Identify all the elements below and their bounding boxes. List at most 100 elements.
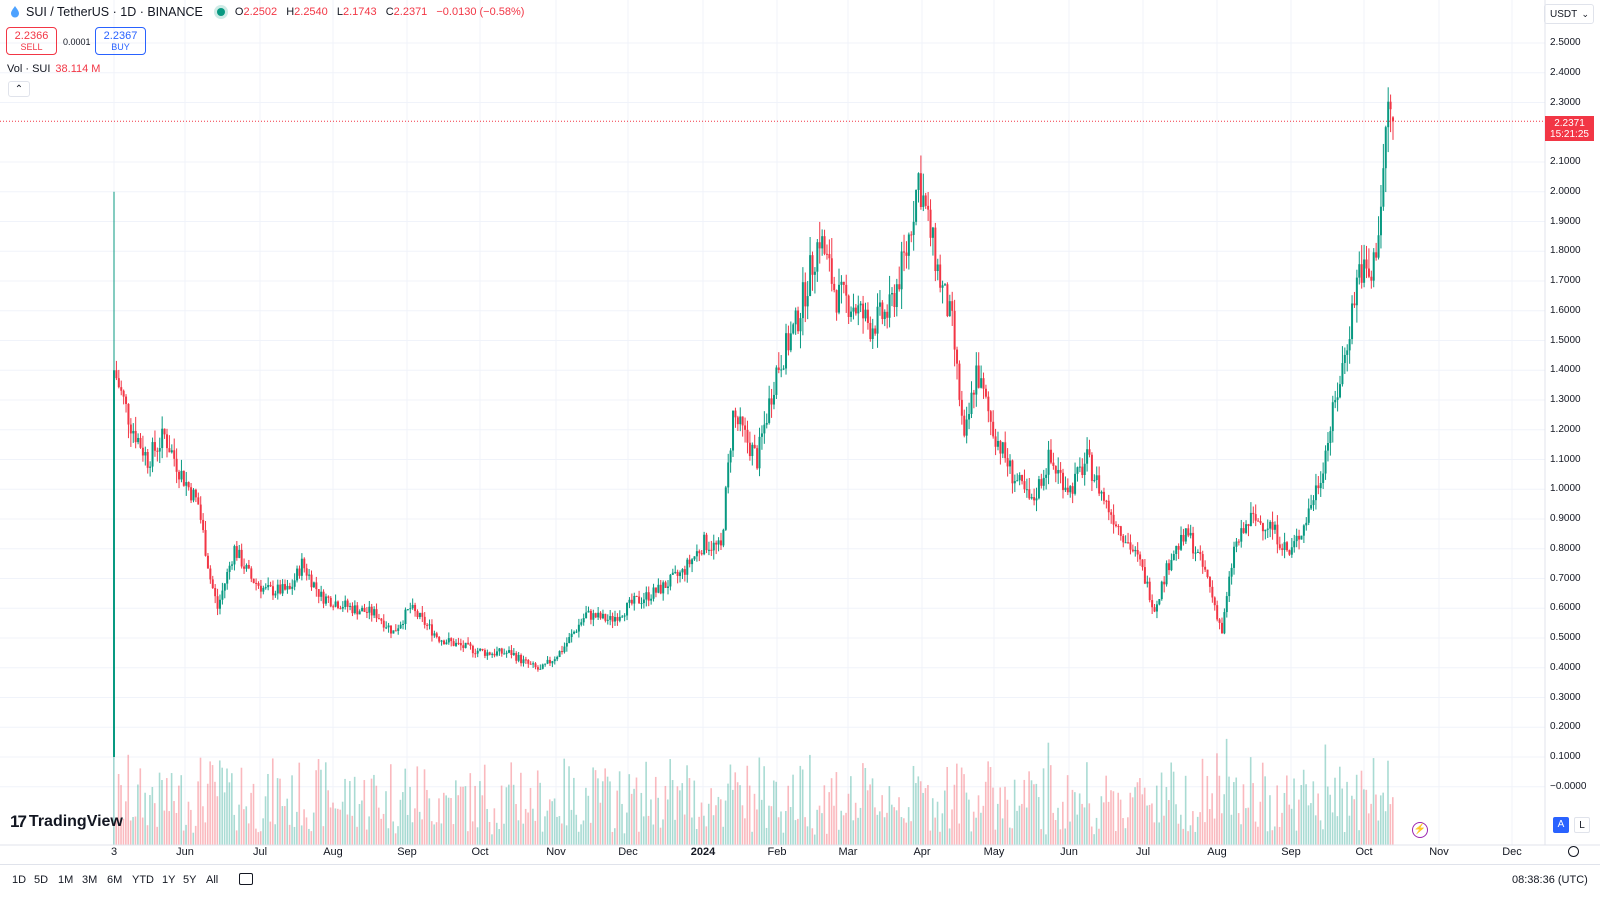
candle-body [934,227,937,272]
volume-bar [233,814,236,845]
candle-body [303,558,306,569]
candle-body [214,588,217,597]
candle-body [948,301,951,317]
volume-bar [375,785,378,845]
volume-bar [777,817,780,845]
sell-button[interactable]: 2.2366 SELL [6,27,57,55]
time-tick-label: Apr [913,846,931,858]
time-tick-label: Jun [1060,846,1078,858]
candle-body [587,610,590,613]
price-tick-label: 0.8000 [1550,542,1581,554]
volume-bar [654,776,657,845]
currency-select[interactable]: USDT ⌄ [1544,4,1594,24]
candle-body [1033,497,1036,501]
candle-body [250,568,253,579]
volume-bar [423,769,426,845]
candle-body [1257,520,1260,522]
volume-bar [1266,831,1269,845]
candle-body [1358,264,1361,278]
settings-icon[interactable] [1568,846,1579,857]
candle-body [890,293,893,295]
candle-body [1223,612,1226,634]
calendar-icon[interactable] [239,873,253,885]
candle-body [1269,521,1272,529]
volume-bar [763,766,765,845]
range-button[interactable]: 1D [12,874,27,886]
candle-body [1006,458,1009,467]
candle-body [1266,528,1269,530]
utc-clock[interactable]: 08:38:36 (UTC) [1512,874,1588,886]
volume-bar [1312,781,1315,845]
volume-bar [695,829,698,845]
range-button[interactable]: 3M [82,874,98,886]
candle-body [734,410,737,418]
volume-bar [426,789,428,845]
candle-body [640,603,643,605]
candle-body [1066,487,1069,493]
change-value: −0.0130 (−0.58%) [436,6,525,18]
candle-body [151,442,154,467]
range-button[interactable]: YTD [132,874,154,886]
candle-body [729,450,732,463]
price-tick-label: 2.5000 [1550,37,1581,48]
volume-bar [948,828,951,845]
volume-label: Vol · SUI [7,63,51,75]
volume-bar [1365,789,1368,845]
lightning-icon[interactable]: ⚡ [1412,822,1428,838]
candle-body [414,604,417,612]
volume-bar [433,824,435,845]
log-scale-button[interactable]: L [1574,817,1590,833]
candle-body [1184,528,1187,542]
range-button[interactable]: 5Y [183,874,197,886]
candle-body [886,311,889,318]
candle-body [146,452,149,468]
candlestick-chart[interactable] [0,0,1600,864]
chevron-up-icon: ⌃ [14,84,24,95]
range-button[interactable]: 6M [107,874,123,886]
candle-body [763,424,766,434]
candle-body [700,553,703,555]
candle-body [418,612,421,618]
volume-bar [804,817,806,845]
volume-bar [223,792,226,845]
volume-bar [1358,830,1360,845]
volume-bar [968,799,970,845]
candle-body [1387,101,1390,128]
volume-bar [269,821,272,845]
volume-bar [1107,801,1110,845]
buy-button[interactable]: 2.2367 BUY [95,27,146,55]
volume-bar [168,811,170,845]
candle-body [426,624,429,626]
candle-body [1252,512,1255,515]
volume-bar [601,781,604,845]
candle-body [666,586,669,588]
high-value: 2.2540 [294,6,328,18]
candle-body [1220,622,1223,634]
volume-bar [344,778,346,845]
candle-body [907,234,910,256]
volume-bar [623,833,626,845]
range-button[interactable]: 1Y [162,874,176,886]
volume-bar [382,813,385,845]
candle-body [789,333,792,351]
candle-body [707,549,710,551]
range-button[interactable]: All [206,874,219,886]
volume-bar [931,798,934,845]
candle-body [744,425,747,430]
candle-body [416,611,419,618]
collapse-legend-button[interactable]: ⌃ [8,81,30,97]
volume-bar [1302,769,1305,845]
auto-scale-button[interactable]: A [1553,817,1569,833]
range-button[interactable]: 1M [58,874,74,886]
candle-body [471,645,474,654]
candle-body [541,664,544,669]
candle-body [505,652,508,654]
volume-bar [346,814,349,845]
volume-bar [1245,808,1247,845]
volume-bar [1298,799,1300,845]
range-button[interactable]: 5D [34,874,49,886]
tradingview-logo[interactable]: 17 TradingView [10,812,123,832]
candle-body [669,574,672,587]
volume-bar [199,757,202,845]
symbol-title[interactable]: SUI / TetherUS · 1D · BINANCE [26,5,203,19]
